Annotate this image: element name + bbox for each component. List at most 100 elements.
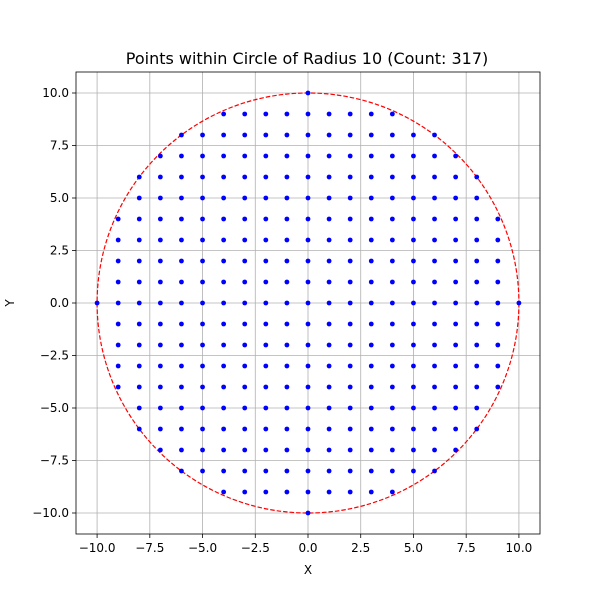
data-point [432,258,437,264]
data-point [179,153,184,159]
data-point [347,405,353,411]
data-point [221,279,227,285]
data-point [200,258,205,264]
data-point [495,237,501,243]
data-point [474,258,480,264]
data-point [221,300,227,306]
data-point [474,300,480,306]
data-point [453,426,459,432]
data-point [389,384,395,390]
data-point [411,384,416,390]
data-point [284,321,290,327]
data-point [411,237,416,243]
data-point [389,279,395,285]
data-point [242,342,248,348]
data-point [347,447,353,453]
data-point [432,300,437,306]
data-point [284,300,290,306]
y-tick-label: 7.5 [50,139,69,153]
data-point [368,489,374,495]
data-point [115,384,121,390]
data-point [389,216,395,222]
data-point [347,300,353,306]
data-point [115,237,121,243]
data-point [115,300,121,306]
data-point [305,279,311,285]
data-point [305,426,311,432]
y-axis-label: Y [3,299,17,308]
data-point [347,279,353,285]
data-point [200,195,205,201]
data-point [347,342,353,348]
data-point [347,384,353,390]
data-point [179,279,184,285]
data-point [474,174,480,180]
data-point [115,342,121,348]
data-point [200,300,205,306]
data-point [179,405,184,411]
y-tick-label: −5.0 [40,401,69,415]
data-point [284,153,290,159]
data-point [389,363,395,369]
data-point [326,342,332,348]
y-tick-label: −7.5 [40,454,69,468]
data-point [368,132,374,138]
data-point [453,384,459,390]
data-point [242,153,248,159]
data-point [200,153,205,159]
data-point [326,426,332,432]
data-point [263,342,269,348]
data-point [136,237,142,243]
data-point [221,342,227,348]
data-point [242,132,248,138]
data-point [305,363,311,369]
data-point [347,237,353,243]
data-point [179,237,184,243]
data-point [326,489,332,495]
data-point [389,489,395,495]
data-point [157,384,163,390]
data-point [157,405,163,411]
data-point [368,321,374,327]
y-tick-label: −10.0 [32,506,69,520]
x-tick-label: −5.0 [188,541,217,555]
data-point [326,132,332,138]
data-point [516,300,522,306]
data-point [200,426,205,432]
points [94,90,522,516]
data-point [263,384,269,390]
data-point [305,153,311,159]
data-point [242,489,248,495]
data-point [326,363,332,369]
data-point [389,468,395,474]
data-point [284,489,290,495]
data-point [136,300,142,306]
data-point [179,258,184,264]
data-point [200,342,205,348]
data-point [326,153,332,159]
y-tick-label: 2.5 [50,244,69,258]
data-point [347,426,353,432]
data-point [411,132,416,138]
data-point [453,405,459,411]
data-point [347,321,353,327]
data-point [326,258,332,264]
data-point [326,279,332,285]
data-point [389,405,395,411]
data-point [284,384,290,390]
x-tick-label: −7.5 [135,541,164,555]
data-point [200,363,205,369]
data-point [136,363,142,369]
data-point [453,363,459,369]
x-tick-label: 0.0 [298,541,317,555]
y-tick-label: −2.5 [40,349,69,363]
data-point [263,468,269,474]
data-point [157,426,163,432]
data-point [179,321,184,327]
data-point [389,447,395,453]
data-point [453,300,459,306]
data-point [368,384,374,390]
data-point [221,384,227,390]
data-point [474,342,480,348]
data-point [411,468,416,474]
